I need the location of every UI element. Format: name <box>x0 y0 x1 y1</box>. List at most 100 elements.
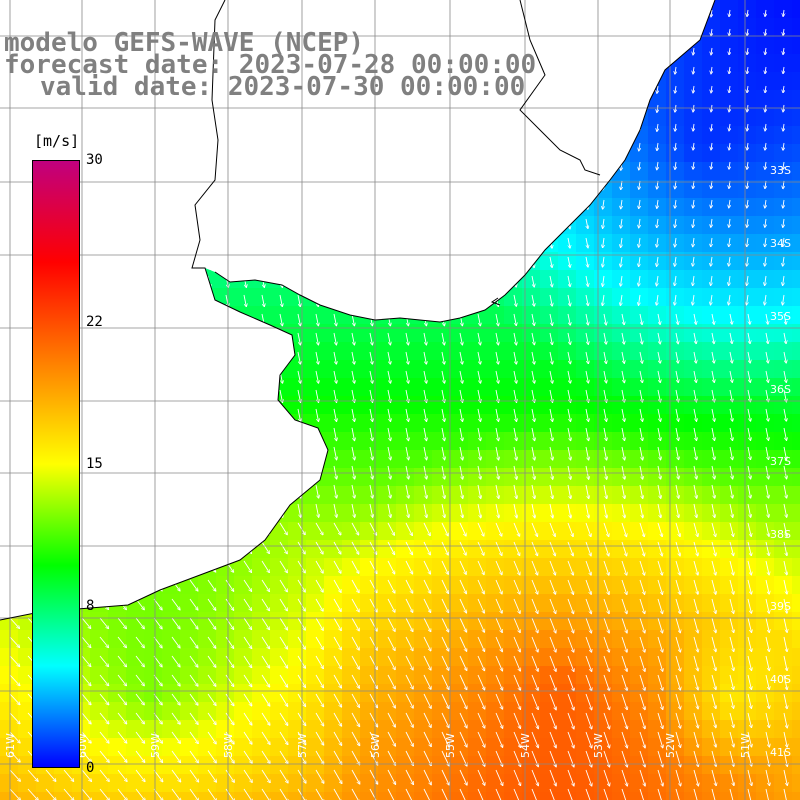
wind-speed-cell <box>486 738 505 757</box>
wind-speed-cell <box>18 612 37 631</box>
wind-speed-cell <box>0 774 19 793</box>
wind-speed-cell <box>738 180 757 199</box>
wind-arrow <box>711 47 712 55</box>
wind-speed-cell <box>792 90 800 109</box>
wind-speed-cell <box>288 774 307 793</box>
wind-speed-cell <box>270 648 289 667</box>
wind-speed-cell <box>252 594 271 613</box>
wind-speed-cell <box>306 522 325 541</box>
wind-speed-cell <box>702 594 721 613</box>
wind-speed-cell <box>774 90 793 109</box>
wind-speed-cell <box>396 360 415 379</box>
wind-speed-cell <box>504 504 523 523</box>
wind-speed-cell <box>756 396 775 415</box>
wind-speed-cell <box>234 648 253 667</box>
wind-speed-cell <box>558 342 577 361</box>
wind-speed-cell <box>288 378 307 397</box>
wind-speed-cell <box>198 720 217 739</box>
wind-speed-cell <box>432 720 451 739</box>
wind-arrow <box>531 294 534 306</box>
wind-speed-cell <box>324 360 343 379</box>
wind-arrow <box>711 294 713 305</box>
wind-speed-cell <box>738 162 757 181</box>
wind-speed-cell <box>576 342 595 361</box>
wind-speed-cell <box>396 738 415 757</box>
wind-speed-cell <box>630 162 649 181</box>
wind-speed-cell <box>792 288 800 307</box>
wind-speed-cell <box>468 468 487 487</box>
longitude-label: 56W <box>369 733 382 758</box>
wind-speed-cell <box>414 450 433 469</box>
wind-arrow <box>783 161 784 169</box>
wind-speed-cell <box>558 774 577 793</box>
wind-speed-cell <box>522 792 541 800</box>
wind-speed-cell <box>774 774 793 793</box>
wind-speed-cell <box>0 666 19 685</box>
wind-speed-cell <box>612 792 631 800</box>
wind-arrow <box>279 313 282 326</box>
wind-speed-cell <box>252 738 271 757</box>
wind-speed-cell <box>738 540 757 559</box>
wind-arrow <box>621 199 622 209</box>
latitude-label: 41S <box>770 746 791 759</box>
wind-speed-cell <box>324 756 343 775</box>
wind-speed-cell <box>126 774 145 793</box>
wind-speed-cell <box>414 486 433 505</box>
wind-speed-cell <box>594 792 613 800</box>
wind-speed-cell <box>306 594 325 613</box>
wind-speed-cell <box>252 756 271 775</box>
wind-speed-cell <box>504 432 523 451</box>
wind-speed-cell <box>648 612 667 631</box>
wind-speed-cell <box>432 504 451 523</box>
wind-speed-cell <box>558 504 577 523</box>
wind-speed-cell <box>342 774 361 793</box>
wind-speed-cell <box>720 504 739 523</box>
wind-speed-cell <box>684 324 703 343</box>
wind-speed-cell <box>360 648 379 667</box>
wind-speed-cell <box>342 648 361 667</box>
wind-speed-cell <box>594 324 613 343</box>
wind-speed-cell <box>90 630 109 649</box>
wind-speed-cell <box>270 756 289 775</box>
wind-speed-cell <box>468 378 487 397</box>
wind-speed-cell <box>774 468 793 487</box>
wind-speed-cell <box>540 342 559 361</box>
wind-speed-cell <box>504 738 523 757</box>
wind-speed-cell <box>18 738 37 757</box>
wind-speed-cell <box>720 108 739 127</box>
wind-speed-cell <box>738 432 757 451</box>
wind-speed-cell <box>540 666 559 685</box>
wind-speed-cell <box>396 792 415 800</box>
wind-speed-cell <box>558 558 577 577</box>
wind-speed-cell <box>468 630 487 649</box>
wind-speed-cell <box>792 72 800 91</box>
wind-speed-cell <box>468 540 487 559</box>
wind-speed-cell <box>540 540 559 559</box>
wind-speed-cell <box>702 666 721 685</box>
wind-speed-cell <box>594 396 613 415</box>
wind-speed-cell <box>756 36 775 55</box>
wind-speed-cell <box>288 702 307 721</box>
wind-speed-cell <box>738 558 757 577</box>
wind-speed-cell <box>504 792 523 800</box>
wind-arrow <box>747 9 748 16</box>
wind-speed-cell <box>432 414 451 433</box>
wind-speed-cell <box>396 414 415 433</box>
wind-speed-cell <box>360 486 379 505</box>
wind-speed-cell <box>360 738 379 757</box>
wind-speed-cell <box>144 684 163 703</box>
wind-speed-cell <box>594 360 613 379</box>
wind-speed-cell <box>630 756 649 775</box>
wind-arrow <box>783 275 784 285</box>
wind-arrow <box>513 294 516 306</box>
wind-speed-cell <box>792 774 800 793</box>
wind-arrow <box>657 161 658 170</box>
wind-speed-cell <box>414 666 433 685</box>
wind-speed-cell <box>414 522 433 541</box>
wind-speed-cell <box>450 756 469 775</box>
wind-speed-cell <box>180 738 199 757</box>
wind-arrow <box>729 161 730 169</box>
wind-speed-cell <box>792 126 800 145</box>
wind-arrow <box>620 294 622 305</box>
wind-speed-cell <box>324 540 343 559</box>
